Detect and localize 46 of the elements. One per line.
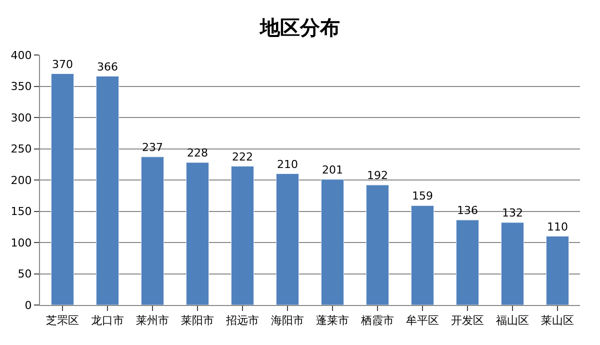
data-label: 110 <box>547 220 568 234</box>
x-tick-label: 莱阳市 <box>181 314 214 328</box>
bar <box>231 166 254 305</box>
bar <box>411 205 434 305</box>
x-tick-label: 福山区 <box>496 314 529 328</box>
x-tick-label: 莱山区 <box>541 314 574 328</box>
data-label: 237 <box>142 140 163 154</box>
bar <box>366 184 389 305</box>
x-tick-label: 龙口市 <box>91 314 124 328</box>
data-label: 222 <box>232 150 253 164</box>
y-tick-label: 150 <box>10 205 32 218</box>
y-tick-label: 400 <box>10 48 32 62</box>
bar <box>321 179 344 305</box>
data-label: 192 <box>367 169 388 182</box>
y-tick-label: 100 <box>10 236 32 250</box>
bar <box>186 162 209 305</box>
data-label: 228 <box>187 146 208 160</box>
x-tick-label: 蓬莱市 <box>316 314 349 328</box>
data-label: 210 <box>277 158 298 171</box>
y-tick-label: 50 <box>18 268 32 281</box>
x-tick-label: 海阳市 <box>271 314 304 328</box>
bar <box>51 74 74 305</box>
y-tick-label: 250 <box>10 142 32 156</box>
data-label: 132 <box>502 206 523 220</box>
x-tick-label: 莱州市 <box>136 314 169 328</box>
bar <box>456 220 479 305</box>
y-tick-label: 300 <box>10 111 32 124</box>
chart-title: 地区分布 <box>259 16 340 40</box>
bar <box>276 174 299 305</box>
data-label: 159 <box>412 190 433 203</box>
data-label: 370 <box>52 58 73 71</box>
bar <box>141 156 164 305</box>
y-tick-label: 200 <box>10 174 32 187</box>
x-tick-label: 招远市 <box>225 314 259 328</box>
data-label: 136 <box>457 204 478 217</box>
x-tick-label: 芝罘区 <box>46 314 79 328</box>
data-label: 201 <box>322 163 343 176</box>
bar <box>96 76 119 305</box>
bar <box>501 222 524 305</box>
y-tick-label: 350 <box>10 80 32 94</box>
y-tick-label: 0 <box>24 298 32 312</box>
x-tick-label: 开发区 <box>451 314 484 328</box>
x-tick-label: 牟平区 <box>406 314 439 328</box>
x-tick-label: 栖霞市 <box>360 314 394 328</box>
bar <box>546 236 569 305</box>
data-label: 366 <box>97 60 118 74</box>
